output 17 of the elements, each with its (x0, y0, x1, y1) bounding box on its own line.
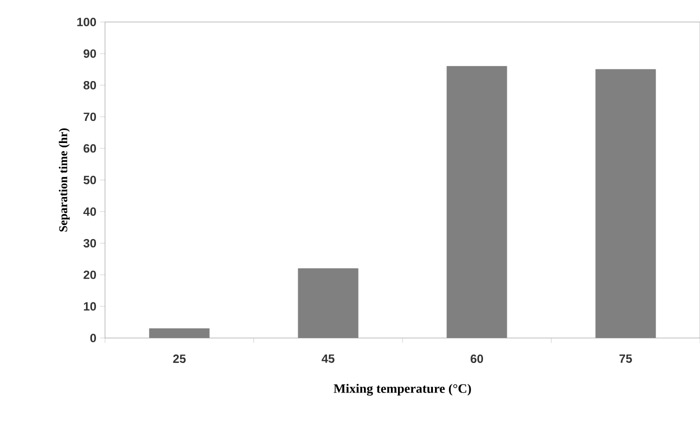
x-tick-label: 75 (619, 354, 632, 363)
y-tick-label: 80 (84, 80, 96, 90)
y-tick-label: 30 (83, 238, 96, 248)
y-tick-label: 90 (84, 49, 96, 58)
y-tick-label: 50 (84, 176, 96, 184)
y-tick-label: 20 (84, 270, 96, 280)
x-tick-label: 25 (173, 354, 186, 363)
y-tick-label: 0 (90, 334, 96, 342)
y-tick-label: 60 (84, 144, 96, 153)
y-tick-label: 10 (84, 302, 96, 311)
x-axis-title: Mixing temperature (°C) (334, 384, 471, 396)
x-tick-label: 60 (470, 354, 484, 363)
y-tick-label: 40 (83, 207, 96, 216)
y-axis-title: Separation time (hr) (58, 128, 70, 232)
x-tick-label: 45 (322, 354, 334, 363)
y-tick-label: 70 (84, 112, 96, 122)
y-tick-label: 100 (77, 18, 96, 26)
